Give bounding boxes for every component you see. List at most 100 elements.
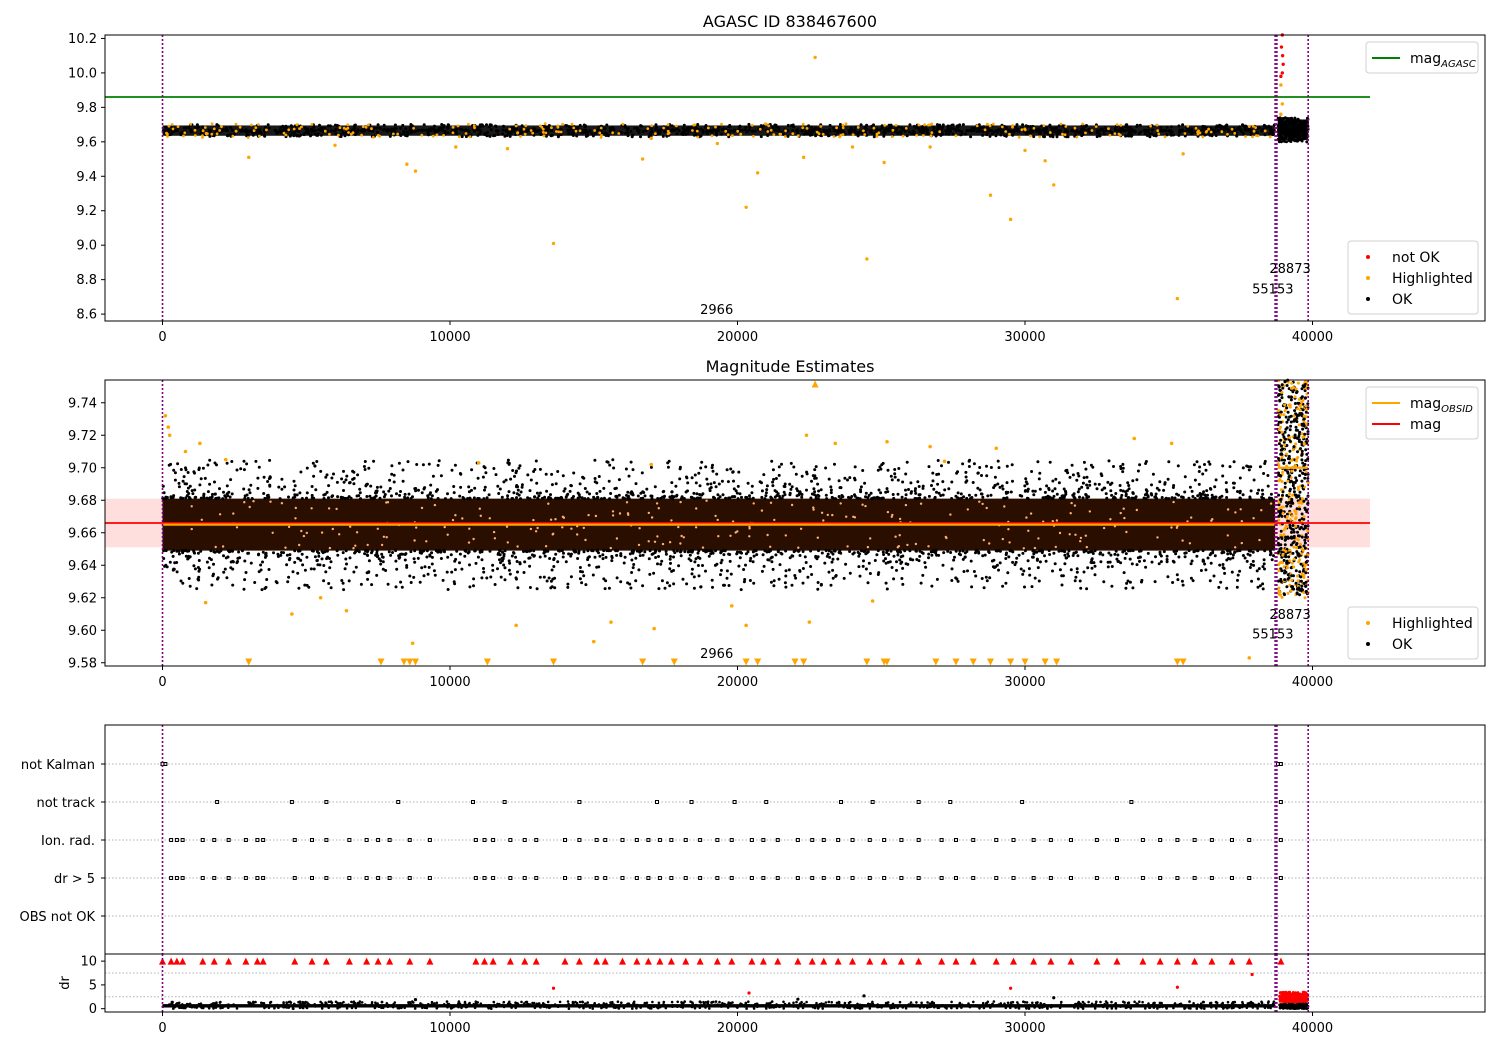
ok-point [1284,134,1288,138]
ok-point [780,497,784,500]
ok-point [1281,470,1285,474]
ok-point [550,133,554,137]
ok-point [422,549,426,553]
ok-point [327,582,331,585]
highlighted-point [210,122,214,126]
ok-point [892,496,896,500]
ok-point [1268,549,1272,553]
ok-point [1277,431,1281,434]
ok-point [399,490,402,493]
highlighted-point [516,131,519,135]
ok-point [672,555,675,559]
ok-point [588,492,591,496]
ok-point [886,490,890,494]
highlighted-point [451,131,455,135]
ok-point [281,129,285,133]
ok-point [427,462,431,466]
ok-point [663,586,667,590]
ok-point [586,497,590,501]
ok-point [749,556,753,560]
ok-point [231,128,234,132]
ok-point [420,566,424,570]
ok-point [904,472,908,476]
ok-point [751,496,755,500]
ok-point [1291,501,1295,505]
ok-point [243,559,247,563]
ok-point [483,488,486,492]
ok-point [965,129,969,133]
ok-point [436,463,440,467]
highlighted-point [203,126,207,129]
ok-point [929,550,933,554]
ok-point [931,471,935,475]
ok-point [1081,496,1085,500]
ok-point [1220,494,1224,498]
ok-point [489,575,493,579]
ok-point [1285,585,1289,589]
ok-point [193,567,197,571]
ok-point [692,586,696,590]
ok-point [1286,125,1290,129]
ok-point [1279,420,1283,424]
ok-point [661,134,665,138]
ok-point [279,130,283,134]
ok-point [910,132,914,136]
ok-point [1217,130,1221,134]
ok-point [814,465,818,469]
ok-point [1292,490,1296,494]
ok-point [300,497,304,500]
chart-title: Magnitude Estimates [706,357,875,376]
ok-point [704,465,708,469]
ok-point [841,495,845,499]
ok-point [476,476,480,480]
ok-point [1093,482,1097,486]
ok-point [932,487,936,491]
ok-point [478,132,482,136]
ok-point [1290,585,1294,589]
ok-point [433,124,436,128]
ok-point [542,575,546,579]
highlighted-point [347,131,350,134]
ok-point [637,131,641,135]
highlighted-point [1175,296,1180,301]
ok-point [877,571,881,575]
ok-point [939,494,943,497]
ok-point [485,134,489,138]
ok-point [1303,506,1307,510]
ok-point [526,496,530,500]
ok-point [1152,134,1156,137]
not-ok-point [1280,71,1285,75]
ok-point [624,131,627,135]
ok-point [1005,481,1009,485]
ok-point [287,558,291,562]
ok-point [837,129,841,133]
highlighted-point [882,160,886,165]
ok-point [1033,489,1037,493]
ok-point [1295,592,1299,596]
ok-point [1301,484,1304,488]
ok-point [379,485,383,489]
highlighted-point [193,134,197,137]
ok-point [870,497,874,501]
ok-point [1292,565,1296,569]
ok-point [1192,463,1196,467]
ok-point [634,482,638,486]
legend-label: Highlighted [1392,271,1473,287]
ok-point [1105,128,1108,132]
ok-point [1015,556,1019,560]
ok-point [223,567,227,571]
ok-point [998,549,1002,553]
ok-point [788,491,792,495]
ok-point [800,495,804,499]
ok-point [932,129,935,133]
highlighted-point [890,135,894,139]
ok-point [266,480,270,483]
ok-point [896,553,900,557]
ok-point [475,128,479,132]
ok-point [1208,579,1212,583]
ok-point [351,477,355,481]
ok-point [408,125,412,129]
y-tick-label: 10.2 [68,32,97,47]
ok-point [1206,556,1210,560]
ok-point [810,479,813,483]
